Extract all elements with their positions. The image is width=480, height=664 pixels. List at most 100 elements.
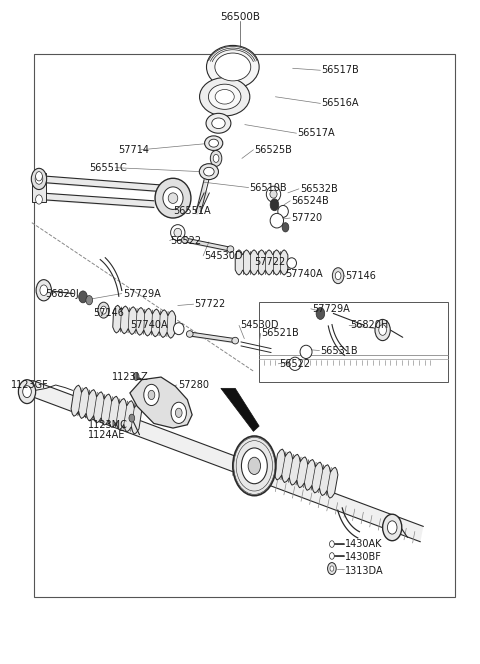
Circle shape: [270, 199, 279, 210]
Ellipse shape: [287, 258, 297, 268]
Polygon shape: [274, 449, 338, 498]
Ellipse shape: [289, 357, 301, 371]
Circle shape: [23, 386, 31, 398]
Text: 56521B: 56521B: [262, 328, 300, 339]
Ellipse shape: [208, 84, 241, 110]
Text: 1123MC: 1123MC: [88, 420, 128, 430]
Text: 56531B: 56531B: [321, 345, 358, 355]
Text: 57722: 57722: [194, 299, 226, 309]
Text: 1313DA: 1313DA: [345, 566, 384, 576]
Ellipse shape: [206, 114, 231, 133]
Circle shape: [86, 295, 93, 305]
Polygon shape: [30, 380, 423, 542]
Text: 56551C: 56551C: [89, 163, 127, 173]
Circle shape: [36, 172, 42, 181]
Circle shape: [329, 540, 334, 547]
Text: 56516A: 56516A: [322, 98, 359, 108]
Ellipse shape: [215, 90, 234, 104]
Circle shape: [133, 373, 139, 380]
Circle shape: [210, 151, 222, 167]
Ellipse shape: [155, 178, 191, 218]
Circle shape: [175, 408, 182, 418]
Circle shape: [98, 302, 109, 318]
Text: 57722: 57722: [254, 258, 286, 268]
Bar: [34, 54, 456, 597]
Circle shape: [387, 521, 397, 534]
Circle shape: [18, 380, 36, 404]
Bar: [259, 302, 448, 382]
Ellipse shape: [204, 136, 223, 151]
Ellipse shape: [270, 190, 277, 198]
Ellipse shape: [278, 205, 288, 217]
Text: 56820H: 56820H: [350, 320, 388, 331]
Text: 57740A: 57740A: [130, 320, 168, 331]
Ellipse shape: [163, 187, 183, 209]
Ellipse shape: [168, 193, 178, 203]
Circle shape: [332, 268, 344, 284]
Text: 1124AE: 1124AE: [88, 430, 125, 440]
Text: 56517A: 56517A: [298, 128, 335, 138]
Ellipse shape: [206, 45, 259, 88]
Text: 1123LZ: 1123LZ: [112, 372, 148, 382]
Ellipse shape: [209, 139, 218, 147]
Ellipse shape: [227, 246, 234, 252]
Text: 57720: 57720: [291, 213, 323, 223]
Circle shape: [248, 457, 261, 475]
Text: 1430AK: 1430AK: [345, 539, 383, 549]
Ellipse shape: [199, 164, 218, 179]
Circle shape: [31, 169, 47, 189]
Circle shape: [327, 562, 336, 574]
Ellipse shape: [212, 118, 225, 129]
Polygon shape: [221, 388, 259, 432]
Text: 56525B: 56525B: [254, 145, 292, 155]
Ellipse shape: [266, 186, 281, 202]
Circle shape: [383, 514, 402, 540]
Text: 56510B: 56510B: [250, 183, 287, 193]
Ellipse shape: [200, 78, 250, 116]
Ellipse shape: [170, 224, 185, 240]
Text: 56532B: 56532B: [300, 184, 337, 194]
Circle shape: [101, 306, 107, 314]
Text: 54530D: 54530D: [240, 320, 278, 331]
Circle shape: [330, 566, 334, 571]
Circle shape: [79, 291, 87, 303]
Circle shape: [36, 195, 42, 204]
Circle shape: [171, 402, 186, 424]
Ellipse shape: [270, 213, 284, 228]
Circle shape: [40, 285, 48, 295]
Text: 54530D: 54530D: [204, 251, 242, 261]
Circle shape: [213, 155, 219, 163]
Text: 57740A: 57740A: [286, 269, 323, 279]
Text: 1430BF: 1430BF: [345, 552, 382, 562]
Text: 1123GF: 1123GF: [11, 380, 49, 390]
Circle shape: [233, 436, 276, 495]
Ellipse shape: [173, 323, 184, 335]
Polygon shape: [235, 250, 288, 275]
Ellipse shape: [215, 53, 251, 81]
Ellipse shape: [300, 345, 312, 359]
Circle shape: [379, 325, 386, 335]
Text: 56551A: 56551A: [173, 207, 211, 216]
Polygon shape: [32, 173, 46, 202]
Circle shape: [335, 272, 341, 280]
Ellipse shape: [232, 337, 239, 344]
Polygon shape: [113, 305, 176, 338]
Circle shape: [144, 384, 159, 406]
Ellipse shape: [181, 236, 188, 243]
Circle shape: [282, 222, 289, 232]
Ellipse shape: [174, 228, 181, 237]
Text: 56820J: 56820J: [45, 289, 78, 299]
Circle shape: [316, 307, 324, 319]
Text: 56517B: 56517B: [322, 65, 359, 75]
Text: 56500B: 56500B: [220, 12, 260, 23]
Ellipse shape: [204, 167, 214, 176]
Text: 57714: 57714: [118, 145, 149, 155]
Circle shape: [35, 173, 43, 184]
Circle shape: [241, 448, 267, 484]
Text: 57146: 57146: [93, 309, 124, 319]
Polygon shape: [130, 377, 192, 428]
Circle shape: [36, 280, 51, 301]
Text: 57729A: 57729A: [312, 304, 349, 314]
Circle shape: [375, 319, 390, 341]
Text: 57280: 57280: [178, 380, 209, 390]
